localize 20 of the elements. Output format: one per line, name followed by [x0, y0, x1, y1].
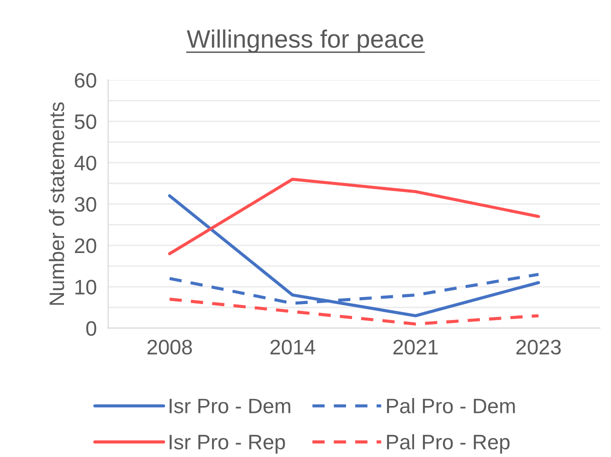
- y-tick-label: 0: [86, 321, 96, 336]
- chart-title: Willingness for peace: [186, 29, 424, 53]
- legend-label: Pal Pro - Rep: [387, 434, 510, 454]
- y-tick-label: 10: [75, 280, 96, 295]
- y-tick-label: 40: [74, 156, 96, 170]
- legend-label: Isr Pro - Rep: [170, 434, 285, 454]
- x-tick-label: 2014: [270, 340, 316, 355]
- y-tick-label: 50: [74, 114, 96, 130]
- x-tick-label: 2023: [516, 340, 561, 355]
- y-axis-title: Number of statements: [48, 102, 64, 305]
- x-tick-label: 2008: [148, 340, 192, 355]
- y-tick-label: 30: [74, 197, 96, 212]
- line-series: [168, 178, 540, 256]
- y-tick-label: 60: [74, 72, 96, 88]
- legend-label: Pal Pro - Dem: [387, 398, 515, 414]
- line-series: [168, 194, 540, 318]
- legend-label: Isr Pro - Dem: [170, 398, 290, 414]
- line-series: [168, 298, 540, 326]
- x-tick-label: 2021: [393, 340, 438, 355]
- y-tick-label: 20: [74, 238, 96, 254]
